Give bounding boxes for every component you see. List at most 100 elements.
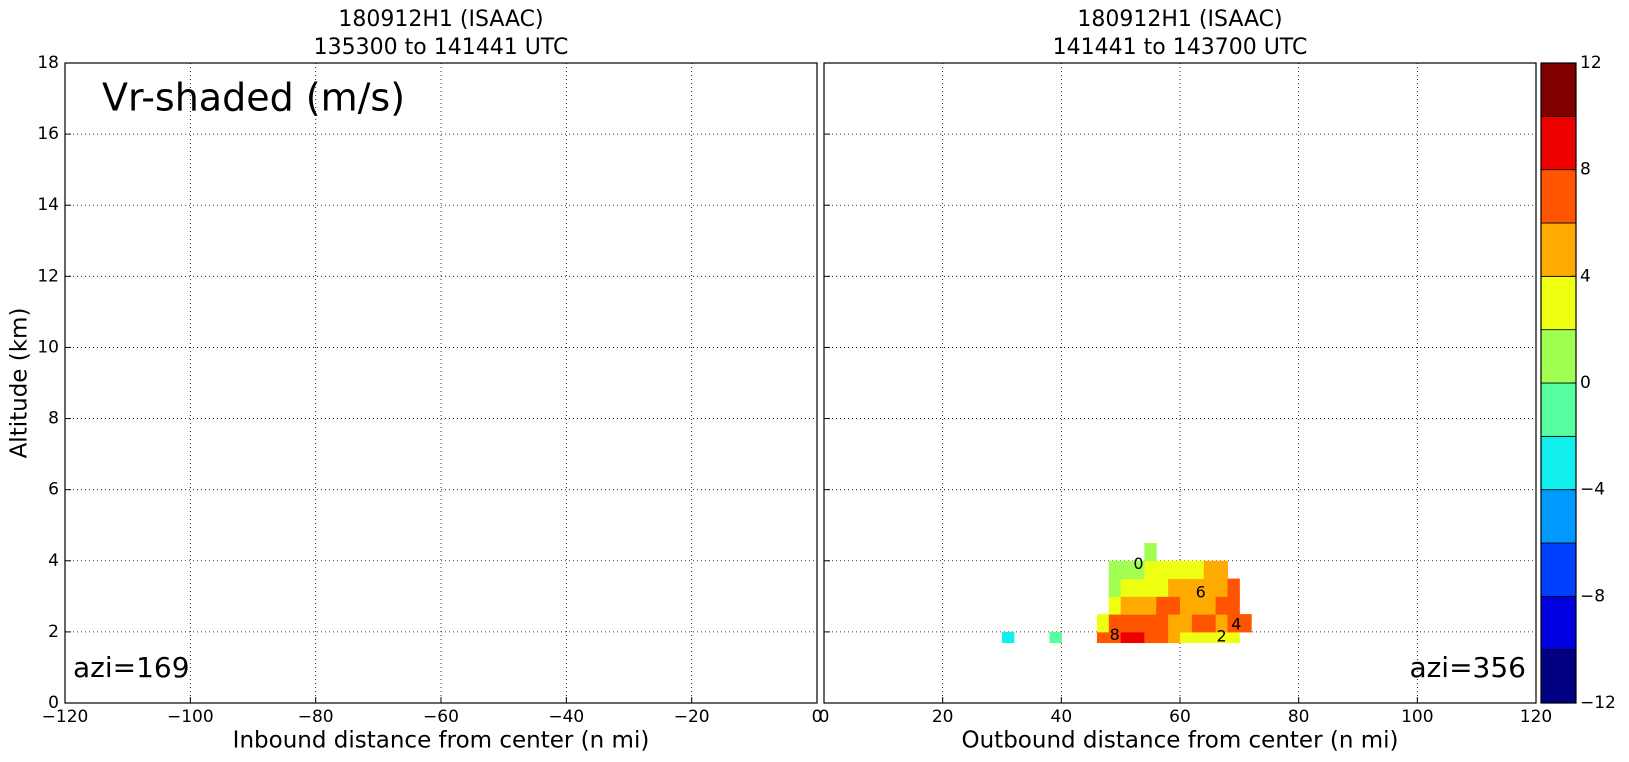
colorbar-box	[1540, 649, 1577, 704]
y-tick-label: 8	[48, 409, 59, 429]
cell	[1096, 631, 1110, 644]
colorbar-box	[1540, 62, 1577, 117]
x-tick-label: 40	[1051, 707, 1073, 727]
x-axis-label: Outbound distance from center (n mi)	[962, 728, 1399, 754]
cell	[1132, 631, 1145, 644]
colorbar-box	[1540, 435, 1577, 491]
colorbar-box	[1540, 542, 1577, 597]
y-axis-label: Altitude (km)	[7, 308, 33, 459]
cell	[1120, 596, 1134, 615]
colorbar-box	[1540, 595, 1577, 651]
colorbar-tick-label: −8	[1580, 586, 1605, 606]
colorbar-box	[1540, 329, 1577, 384]
cell	[1203, 596, 1217, 615]
cell	[1049, 631, 1062, 644]
cell	[1180, 578, 1193, 597]
cell	[1132, 560, 1145, 580]
cell	[1168, 631, 1181, 644]
cell	[1096, 614, 1110, 633]
contour-label: 6	[1196, 582, 1206, 601]
x-tick-label: 20	[932, 707, 954, 727]
cell	[1239, 614, 1252, 633]
cell	[1203, 631, 1217, 644]
cell	[1120, 631, 1134, 644]
colorbar-tick-label: −4	[1580, 480, 1605, 500]
cell	[1203, 560, 1217, 580]
colorbar-box	[1540, 169, 1577, 224]
cell	[1108, 614, 1122, 633]
cell	[1215, 631, 1228, 644]
y-tick-label: 14	[37, 195, 59, 215]
x-tick-label: −100	[167, 707, 214, 727]
cell	[1108, 578, 1122, 597]
x-tick-label: 120	[1520, 707, 1552, 727]
colorbar-tick-label: 12	[1580, 53, 1602, 73]
x-tick-label: 100	[1401, 707, 1433, 727]
cell	[1168, 560, 1181, 580]
y-tick-label: 10	[37, 337, 59, 357]
cell	[1156, 631, 1169, 644]
y-tick-label: 16	[37, 124, 59, 144]
contour-label: 0	[1133, 554, 1143, 573]
panel-subtitle: 141441 to 143700 UTC	[1053, 35, 1308, 60]
cell	[1191, 631, 1205, 644]
x-tick-label: −120	[42, 707, 89, 727]
cell	[1191, 596, 1205, 615]
x-tick-label: −40	[548, 707, 584, 727]
y-tick-label: 0	[48, 693, 59, 713]
cell	[1215, 614, 1228, 633]
cell	[1002, 631, 1015, 644]
x-axis-label: Inbound distance from center (n mi)	[233, 728, 650, 754]
y-tick-label: 18	[37, 53, 59, 73]
x-tick-label: 80	[1288, 707, 1310, 727]
y-tick-label: 4	[48, 551, 59, 571]
cell	[1191, 578, 1205, 597]
cell	[1108, 596, 1122, 615]
x-tick-label: 60	[1169, 707, 1191, 727]
cell	[1132, 614, 1145, 633]
cell	[1180, 614, 1193, 633]
cell	[1215, 596, 1228, 615]
contour-label: 8	[1110, 625, 1120, 644]
cell	[1156, 560, 1169, 580]
cell	[1180, 560, 1193, 580]
colorbar-box	[1540, 275, 1577, 331]
cell	[1144, 578, 1157, 597]
colorbar-tick-label: −12	[1580, 693, 1616, 713]
cell	[1168, 614, 1181, 633]
cell	[1227, 596, 1240, 615]
cell	[1144, 543, 1157, 562]
plot-frame	[64, 62, 818, 704]
cell	[1227, 578, 1240, 597]
cell	[1227, 614, 1240, 633]
contour-label: 4	[1231, 614, 1241, 633]
cell	[1132, 578, 1145, 597]
contour-label: 2	[1216, 627, 1226, 646]
annotation: azi=169	[73, 651, 190, 684]
cell	[1120, 578, 1134, 597]
cell	[1156, 614, 1169, 633]
cell	[1227, 631, 1240, 644]
cell	[1144, 614, 1157, 633]
cell	[1144, 560, 1157, 580]
cell	[1191, 614, 1205, 633]
colorbar-tick-label: 0	[1580, 373, 1591, 393]
x-tick-label: 0	[819, 707, 830, 727]
colorbar-box	[1540, 115, 1577, 171]
cell	[1132, 596, 1145, 615]
cell	[1180, 631, 1193, 644]
cell	[1156, 596, 1169, 615]
cell	[1144, 596, 1157, 615]
cell	[1203, 578, 1217, 597]
cell	[1203, 614, 1217, 633]
annotation: Vr-shaded (m/s)	[102, 76, 405, 120]
panel-title: 180912H1 (ISAAC)	[338, 7, 543, 32]
cell	[1180, 596, 1193, 615]
cell	[1168, 596, 1181, 615]
y-tick-label: 2	[48, 622, 59, 642]
annotation: azi=356	[1409, 651, 1526, 684]
cell	[1156, 578, 1169, 597]
colorbar-box	[1540, 222, 1577, 277]
cell	[1108, 631, 1122, 644]
cell	[1108, 560, 1122, 580]
